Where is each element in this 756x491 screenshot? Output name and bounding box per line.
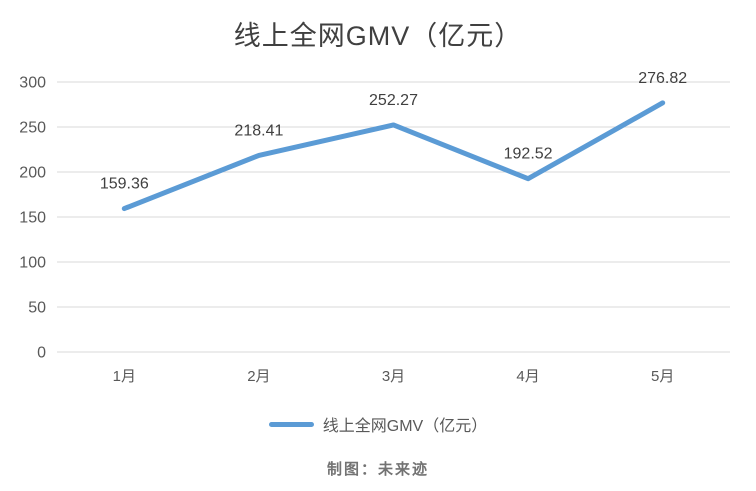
chart-title: 线上全网GMV（亿元） (233, 21, 523, 51)
legend: 线上全网GMV（亿元） (0, 412, 756, 436)
y-axis-tick-label: 250 (19, 120, 46, 137)
x-axis-tick-label: 4月 (516, 368, 539, 385)
data-point-label: 159.36 (100, 176, 149, 193)
x-axis-tick-label: 3月 (382, 368, 405, 385)
x-axis-tick-label: 1月 (113, 368, 136, 385)
y-axis-tick-label: 50 (28, 300, 46, 317)
data-line-series (121, 100, 666, 212)
x-axis-tick-label: 2月 (247, 368, 270, 385)
y-axis-tick-label: 0 (37, 345, 46, 362)
credit-text: 制图：未来迹 (326, 461, 429, 478)
data-point-label: 218.41 (234, 122, 283, 139)
y-axis-tick-label: 150 (19, 210, 46, 227)
y-axis-tick-label: 200 (19, 165, 46, 182)
legend-line-swatch (268, 421, 314, 427)
data-point-label: 252.27 (369, 92, 418, 109)
data-point-label: 192.52 (504, 146, 553, 163)
legend-label: 线上全网GMV（亿元） (322, 418, 488, 435)
y-axis-tick-label: 100 (19, 255, 46, 272)
y-axis-tick-label: 300 (19, 75, 46, 92)
x-axis-tick-label: 5月 (651, 368, 674, 385)
data-point-label: 276.82 (638, 70, 687, 87)
